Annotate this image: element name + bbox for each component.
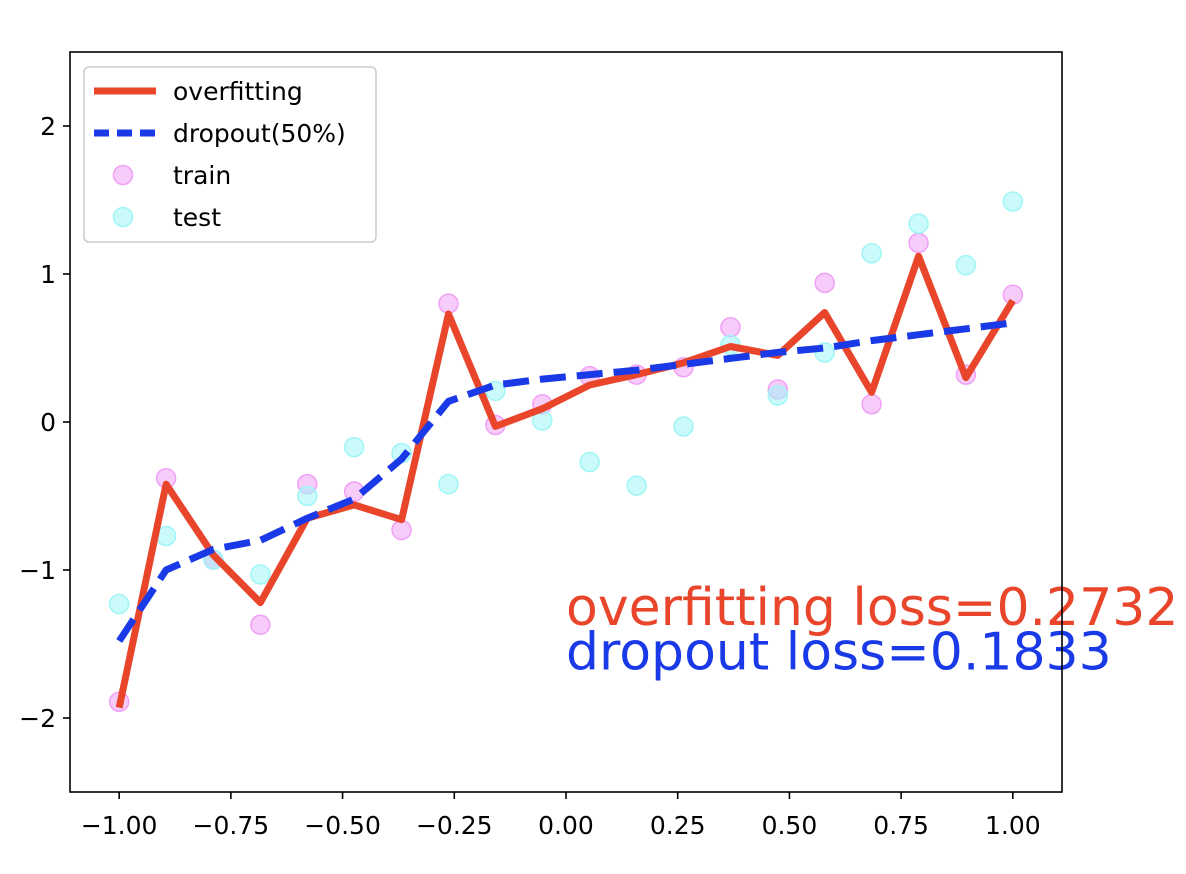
- line-layer: [115, 252, 1016, 709]
- overfitting-line: [115, 252, 1016, 709]
- x-tick-label: 0.00: [538, 811, 594, 840]
- test-point: [673, 416, 694, 437]
- test-point: [579, 451, 600, 473]
- legend-box: [83, 66, 377, 243]
- legend: overfitting dropout(50%) train test: [83, 66, 377, 243]
- test-point: [861, 243, 882, 264]
- x-tick-label: −1.00: [81, 811, 158, 840]
- test-point: [438, 473, 459, 495]
- y-tick-label: −2: [19, 704, 56, 733]
- legend-overfitting-label: overfitting: [173, 77, 303, 106]
- train-point: [438, 293, 459, 314]
- test-point: [297, 485, 318, 507]
- train-point: [720, 317, 741, 338]
- x-tick-label: 0.75: [873, 811, 929, 840]
- x-tick-label: 1.00: [985, 811, 1041, 840]
- train-point: [861, 393, 882, 415]
- test-point: [343, 436, 365, 458]
- test-point: [908, 213, 929, 234]
- y-tick-label: 1: [40, 260, 56, 289]
- train-point: [391, 519, 412, 541]
- y-tick-label: 2: [40, 112, 56, 141]
- y-tick-label: 0: [40, 408, 56, 437]
- test-point: [108, 593, 130, 615]
- x-tick-label: −0.50: [304, 811, 381, 840]
- train-point: [250, 614, 271, 636]
- legend-test-marker: [112, 206, 134, 228]
- dropout-50-line: [116, 319, 1014, 643]
- x-tick-label: 0.25: [650, 811, 706, 840]
- legend-train-marker: [112, 164, 134, 186]
- train-point: [908, 232, 929, 254]
- legend-dropout-50-label: dropout(50%): [173, 119, 346, 148]
- legend-train-label: train: [173, 161, 231, 190]
- test-point: [1002, 191, 1024, 212]
- test-point: [626, 475, 647, 496]
- train-point: [814, 272, 835, 294]
- test-point: [250, 564, 271, 585]
- y-tick-label: −1: [19, 556, 56, 585]
- overfitting-loss-label: overfitting loss=0.2732: [566, 578, 1178, 638]
- test-point: [767, 385, 789, 406]
- y-axis: −2 −1 0 1 2: [19, 112, 70, 733]
- x-axis: −1.00 −0.75 −0.50 −0.25 0.00 0.25 0.50 0.75 1.00: [81, 792, 1041, 840]
- x-tick-label: 0.50: [762, 811, 818, 840]
- test-point: [955, 254, 977, 276]
- legend-test-label: test: [173, 203, 221, 232]
- x-tick-label: −0.25: [416, 811, 493, 840]
- x-tick-label: −0.75: [193, 811, 270, 840]
- dropout-loss-label: dropout loss=0.1833: [566, 622, 1112, 682]
